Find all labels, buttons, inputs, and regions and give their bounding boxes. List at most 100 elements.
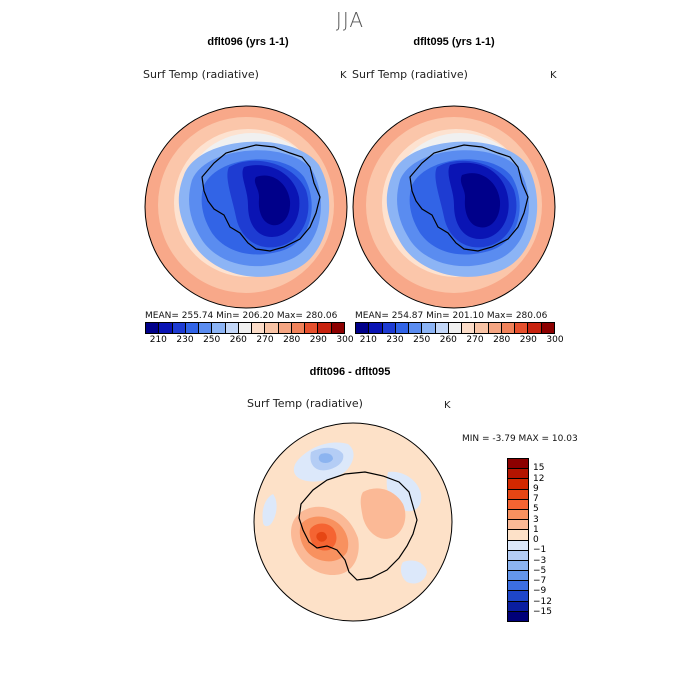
- colorbar-swatch: [185, 323, 200, 333]
- temp-band-210: [460, 173, 501, 228]
- colorbar-swatch: [212, 323, 226, 333]
- diff-band-neg5: [318, 453, 333, 463]
- colorbar-swatch: [508, 571, 528, 582]
- colorbar-tick-label: 290: [519, 335, 537, 345]
- colorbar-swatch: [238, 323, 253, 333]
- panel-2-polar-map: [352, 105, 556, 309]
- panel-1-colorbar: 210 230 250 260 270 280 290 300: [145, 322, 354, 346]
- colorbar-swatch: [508, 459, 528, 470]
- colorbar-swatch: [172, 323, 186, 333]
- colorbar-swatch: [508, 499, 528, 510]
- diff-colorbar: 15 12 9 7 5 3 1 0 −1 −3 −5 −7 −9 −12 −15: [507, 458, 559, 622]
- colorbar-swatch: [395, 323, 410, 333]
- colorbar-tick-label: 210: [359, 335, 377, 345]
- panel-2-title: dflt095 (yrs 1-1): [413, 36, 495, 48]
- colorbar-swatch: [356, 323, 370, 333]
- panel-1-units-label: K: [340, 70, 347, 81]
- colorbar-swatch: [488, 323, 502, 333]
- panel-2-variable-label: Surf Temp (radiative): [352, 68, 468, 81]
- colorbar-tick-label: 250: [203, 335, 221, 345]
- colorbar-swatch: [159, 323, 173, 333]
- colorbar-tick-label: 280: [283, 335, 301, 345]
- colorbar-tick-label: −15: [533, 606, 552, 617]
- panel-1-colorbar-swatches: [145, 322, 345, 334]
- colorbar-swatch: [528, 323, 542, 333]
- diff-colorbar-ticks: 15 12 9 7 5 3 1 0 −1 −3 −5 −7 −9 −12 −15: [529, 458, 559, 622]
- colorbar-tick-label: −1: [533, 545, 547, 556]
- panel-2-colorbar-swatches: [355, 322, 555, 334]
- antarctica-coastline: [409, 144, 529, 252]
- panel-1-polar-map: [144, 105, 348, 309]
- colorbar-tick-label: 230: [386, 335, 404, 345]
- colorbar-tick-label: 260: [229, 335, 247, 345]
- colorbar-swatch: [541, 323, 554, 333]
- diff-panel-units-label: K: [444, 400, 451, 411]
- colorbar-tick-label: 290: [309, 335, 327, 345]
- map-border: [253, 422, 453, 622]
- map-border: [144, 105, 348, 309]
- colorbar-swatch: [508, 509, 528, 521]
- diff-panel-stats: MIN = -3.79 MAX = 10.03: [462, 434, 578, 444]
- diff-band-1-3-east: [360, 488, 406, 539]
- colorbar-tick-label: 1: [533, 524, 539, 535]
- temp-band-210: [254, 175, 291, 226]
- colorbar-tick-label: −7: [533, 576, 547, 586]
- colorbar-swatch: [508, 591, 528, 602]
- colorbar-swatch: [508, 550, 528, 561]
- colorbar-swatch: [508, 581, 528, 592]
- antarctica-coastline: [201, 144, 321, 252]
- colorbar-tick-label: −12: [533, 596, 552, 607]
- colorbar-swatch: [278, 323, 292, 333]
- colorbar-swatch: [462, 323, 476, 333]
- colorbar-swatch: [501, 323, 516, 333]
- colorbar-swatch: [508, 611, 528, 621]
- colorbar-swatch: [409, 323, 423, 333]
- colorbar-swatch: [508, 489, 528, 500]
- colorbar-swatch: [508, 540, 528, 551]
- diff-band-neg1-west: [262, 494, 277, 527]
- colorbar-swatch: [515, 323, 529, 333]
- colorbar-tick-label: 15: [533, 463, 545, 474]
- diff-panel-title: dflt096 - dflt095: [309, 366, 391, 378]
- panel-1-variable-label: Surf Temp (radiative): [143, 68, 259, 81]
- colorbar-swatch: [508, 520, 528, 531]
- colorbar-swatch: [508, 560, 528, 572]
- diff-band-7-9: [316, 531, 327, 542]
- colorbar-tick-label: 3: [533, 514, 539, 525]
- diff-panel-variable-label: Surf Temp (radiative): [247, 397, 363, 410]
- colorbar-tick-label: 270: [466, 335, 484, 345]
- colorbar-swatch: [422, 323, 436, 333]
- colorbar-tick-label: 270: [256, 335, 274, 345]
- colorbar-tick-label: 5: [533, 504, 539, 515]
- colorbar-tick-label: −9: [533, 586, 547, 597]
- colorbar-swatch: [508, 479, 528, 490]
- antarctica-coastline: [298, 471, 418, 581]
- diff-band-neg1-south: [400, 560, 427, 584]
- diff-colorbar-swatches: [507, 458, 529, 622]
- colorbar-tick-label: 280: [493, 335, 511, 345]
- panel-1-colorbar-ticks: 210 230 250 260 270 280 290 300: [145, 334, 354, 346]
- colorbar-swatch: [291, 323, 306, 333]
- colorbar-swatch: [448, 323, 463, 333]
- diff-panel-polar-map: [253, 422, 453, 622]
- colorbar-tick-label: −5: [533, 565, 547, 576]
- panel-2-units-label: K: [550, 70, 557, 81]
- colorbar-swatch: [435, 323, 449, 333]
- colorbar-tick-label: 9: [533, 483, 539, 494]
- colorbar-swatch: [199, 323, 213, 333]
- panel-1-stats: MEAN= 255.74 Min= 206.20 Max= 280.06: [145, 311, 338, 321]
- colorbar-swatch: [318, 323, 332, 333]
- colorbar-swatch: [265, 323, 279, 333]
- colorbar-tick-label: 7: [533, 494, 539, 504]
- colorbar-tick-label: −3: [533, 555, 547, 566]
- colorbar-tick-label: 300: [546, 335, 564, 345]
- season-title: JJA: [335, 8, 365, 32]
- colorbar-tick-label: 210: [149, 335, 167, 345]
- colorbar-tick-label: 0: [533, 535, 539, 545]
- colorbar-tick-label: 260: [439, 335, 457, 345]
- colorbar-swatch: [382, 323, 396, 333]
- colorbar-swatch: [369, 323, 383, 333]
- colorbar-swatch: [508, 601, 528, 612]
- colorbar-swatch: [508, 469, 528, 480]
- colorbar-tick-label: 230: [176, 335, 194, 345]
